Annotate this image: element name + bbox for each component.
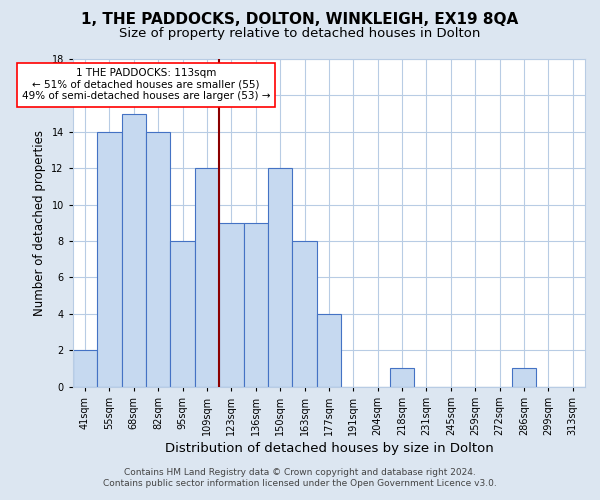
- Bar: [73, 350, 97, 387]
- Bar: [268, 168, 292, 386]
- Y-axis label: Number of detached properties: Number of detached properties: [33, 130, 46, 316]
- Bar: [317, 314, 341, 386]
- Bar: [390, 368, 414, 386]
- Bar: [244, 223, 268, 386]
- Text: 1, THE PADDOCKS, DOLTON, WINKLEIGH, EX19 8QA: 1, THE PADDOCKS, DOLTON, WINKLEIGH, EX19…: [82, 12, 518, 28]
- X-axis label: Distribution of detached houses by size in Dolton: Distribution of detached houses by size …: [164, 442, 493, 455]
- Bar: [292, 241, 317, 386]
- Bar: [170, 241, 195, 386]
- Bar: [146, 132, 170, 386]
- Text: 1 THE PADDOCKS: 113sqm
← 51% of detached houses are smaller (55)
49% of semi-det: 1 THE PADDOCKS: 113sqm ← 51% of detached…: [22, 68, 270, 102]
- Text: Contains HM Land Registry data © Crown copyright and database right 2024.
Contai: Contains HM Land Registry data © Crown c…: [103, 468, 497, 487]
- Bar: [512, 368, 536, 386]
- Text: Size of property relative to detached houses in Dolton: Size of property relative to detached ho…: [119, 28, 481, 40]
- Bar: [122, 114, 146, 386]
- Bar: [97, 132, 122, 386]
- Bar: [195, 168, 219, 386]
- Bar: [219, 223, 244, 386]
